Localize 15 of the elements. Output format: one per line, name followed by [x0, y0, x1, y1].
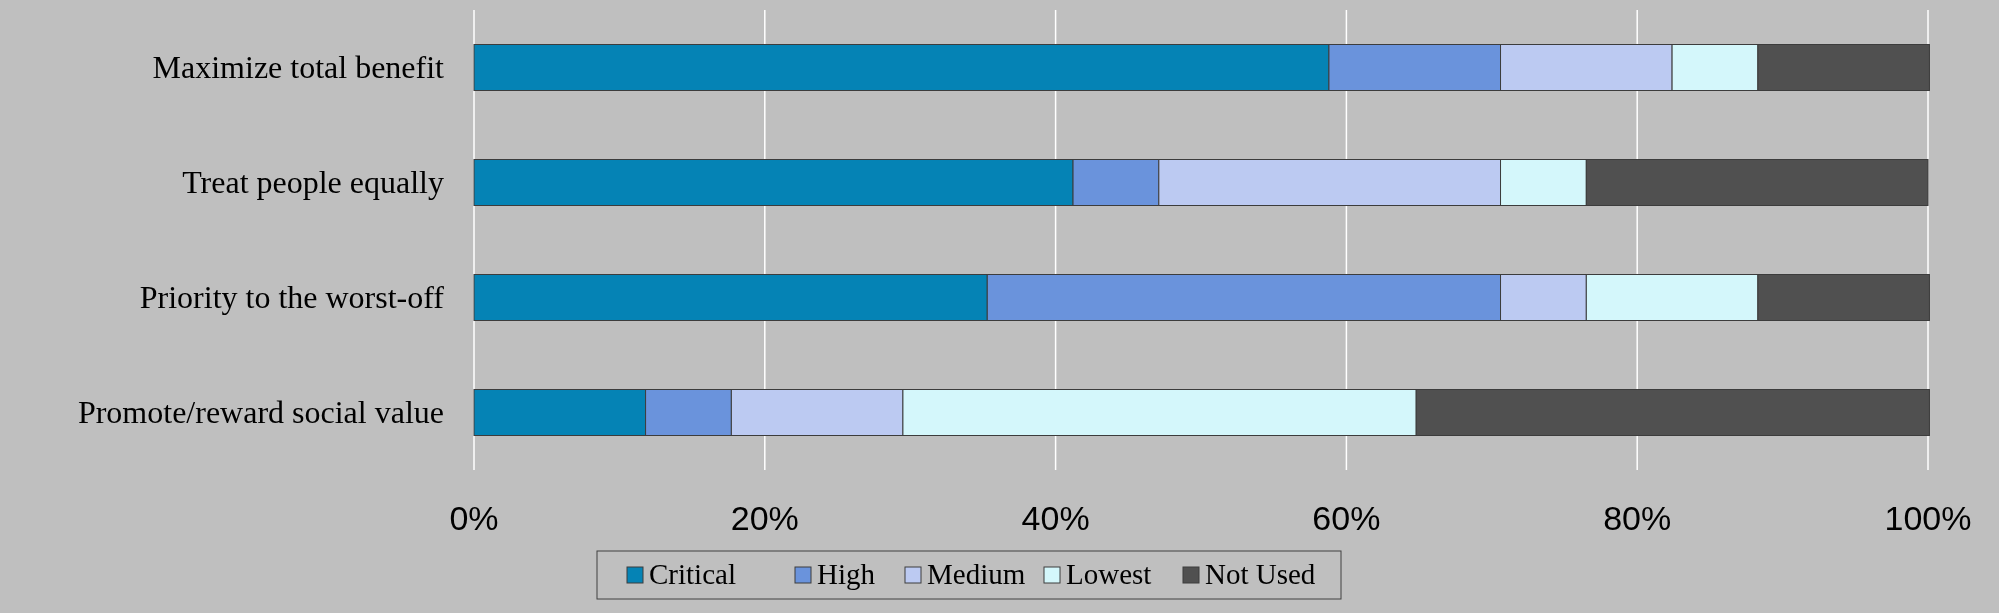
x-tick-label: 0%	[449, 499, 499, 537]
x-tick-label: 20%	[730, 499, 799, 537]
y-tick-label: Maximize total benefit	[152, 48, 445, 85]
legend-label: Not Used	[1205, 558, 1316, 590]
legend-label: Critical	[649, 558, 736, 590]
legend-label: Lowest	[1066, 558, 1152, 590]
x-tick-label: 60%	[1312, 499, 1381, 537]
x-tick-label: 80%	[1603, 499, 1672, 537]
y-tick-label: Promote/reward social value	[77, 393, 444, 430]
legend-label: High	[817, 558, 876, 590]
y-tick-label: Priority to the worst-off	[139, 278, 445, 315]
x-tick-label: 40%	[1021, 499, 1090, 537]
legend-label: Medium	[927, 558, 1026, 590]
y-tick-label: Treat people equally	[182, 163, 444, 200]
x-tick-label: 100%	[1884, 499, 1972, 537]
